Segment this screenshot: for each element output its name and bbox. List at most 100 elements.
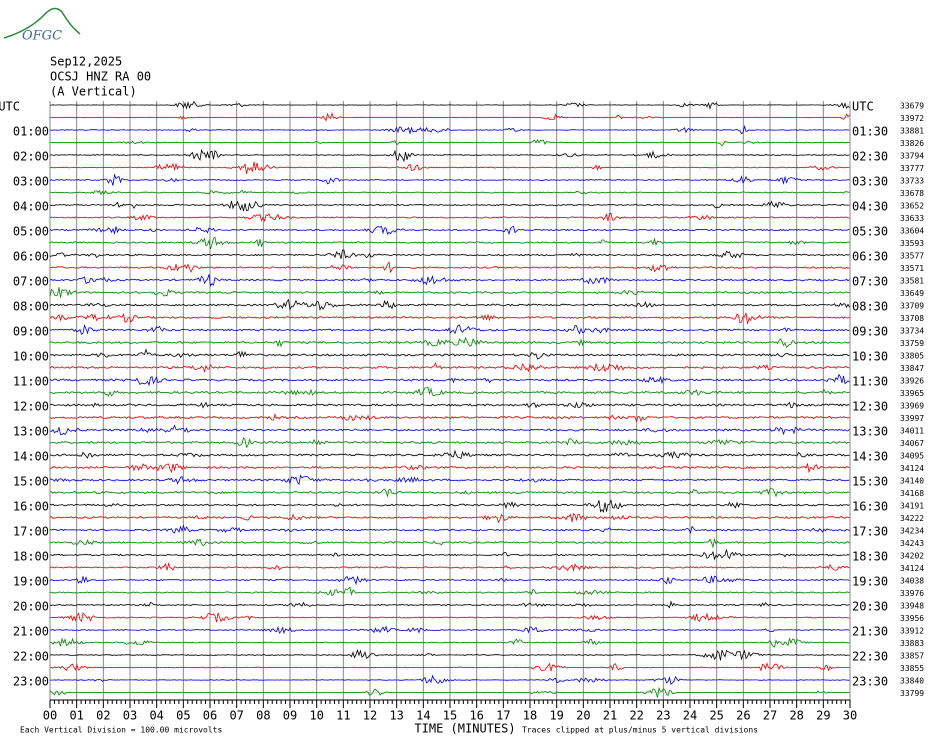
trace bbox=[49, 124, 850, 135]
left-time-label: 23:00 bbox=[13, 675, 49, 689]
trace-value: 34234 bbox=[900, 527, 924, 536]
right-time-label: 10:30 bbox=[852, 350, 888, 364]
trace-value: 33965 bbox=[900, 389, 924, 398]
trace bbox=[49, 586, 850, 597]
trace bbox=[49, 648, 850, 661]
trace bbox=[49, 287, 850, 298]
x-tick-label: 12 bbox=[363, 709, 377, 723]
left-time-label: 06:00 bbox=[13, 250, 49, 264]
left-time-label: 09:00 bbox=[13, 325, 49, 339]
x-tick-label: 29 bbox=[816, 709, 830, 723]
right-time-label: 15:30 bbox=[852, 475, 888, 489]
right-time-label: 04:30 bbox=[852, 200, 888, 214]
trace bbox=[49, 549, 850, 561]
component: (A Vertical) bbox=[50, 85, 137, 99]
trace-value: 33972 bbox=[900, 114, 924, 123]
right-time-label: 07:30 bbox=[852, 275, 888, 289]
trace-value: 33794 bbox=[900, 152, 924, 161]
left-time-label: 13:00 bbox=[13, 425, 49, 439]
trace bbox=[49, 413, 850, 423]
trace-value: 33881 bbox=[900, 127, 924, 136]
right-time-label: 12:30 bbox=[852, 400, 888, 414]
left-time-label: 07:00 bbox=[13, 275, 49, 289]
trace-value: 33948 bbox=[900, 602, 924, 611]
trace bbox=[50, 200, 850, 212]
x-tick-label: 00 bbox=[43, 709, 57, 723]
right-time-label: 03:30 bbox=[852, 175, 888, 189]
trace bbox=[49, 298, 850, 311]
trace-value: 33577 bbox=[900, 252, 924, 261]
x-tick-label: 30 bbox=[843, 709, 857, 723]
trace bbox=[49, 148, 850, 163]
station: OCSJ HNZ RA 00 bbox=[50, 70, 151, 84]
trace-value: 33969 bbox=[900, 402, 924, 411]
trace bbox=[49, 225, 850, 236]
trace bbox=[49, 537, 850, 549]
x-tick-label: 17 bbox=[496, 709, 510, 723]
left-time-label: 19:00 bbox=[13, 575, 49, 589]
left-time-label: 03:00 bbox=[13, 175, 49, 189]
left-time-label: 10:00 bbox=[13, 350, 49, 364]
x-tick-label: 25 bbox=[709, 709, 723, 723]
trace-value: 33679 bbox=[900, 102, 924, 111]
right-time-label: 16:30 bbox=[852, 500, 888, 514]
left-time-label: 16:00 bbox=[13, 500, 49, 514]
trace bbox=[50, 100, 850, 110]
x-tick-label: 13 bbox=[389, 709, 403, 723]
x-tick-label: 24 bbox=[683, 709, 697, 723]
right-time-label: 13:30 bbox=[852, 425, 888, 439]
trace bbox=[49, 189, 850, 196]
clip-note: Traces clipped at plus/minus 5 vertical … bbox=[522, 726, 758, 735]
x-tick-label: 26 bbox=[736, 709, 750, 723]
x-tick-label: 21 bbox=[603, 709, 617, 723]
trace bbox=[49, 625, 850, 635]
trace bbox=[49, 637, 850, 648]
trace-value: 33777 bbox=[900, 164, 924, 173]
x-tick-label: 05 bbox=[176, 709, 190, 723]
trace bbox=[49, 336, 850, 348]
x-tick-label: 11 bbox=[336, 709, 350, 723]
trace bbox=[49, 488, 850, 498]
trace bbox=[49, 424, 850, 436]
trace bbox=[49, 686, 850, 698]
x-tick-label: 10 bbox=[309, 709, 323, 723]
trace-value: 33976 bbox=[900, 589, 924, 598]
trace bbox=[49, 612, 850, 623]
trace-value: 33734 bbox=[900, 327, 924, 336]
trace bbox=[50, 261, 850, 274]
trace-value: 33857 bbox=[900, 652, 924, 661]
trace-value: 33826 bbox=[900, 139, 924, 148]
left-time-label: 21:00 bbox=[13, 625, 49, 639]
right-time-label: 01:30 bbox=[852, 125, 888, 139]
trace bbox=[49, 362, 850, 373]
trace-value: 33633 bbox=[900, 214, 924, 223]
axis-title: TIME (MINUTES) bbox=[414, 722, 515, 736]
trace-value: 33883 bbox=[900, 639, 924, 648]
trace-value: 33855 bbox=[900, 664, 924, 673]
trace-value: 33678 bbox=[900, 189, 924, 198]
right-time-label: 21:30 bbox=[852, 625, 888, 639]
trace-value: 33799 bbox=[900, 689, 924, 698]
trace bbox=[50, 474, 850, 486]
right-time-label: 09:30 bbox=[852, 325, 888, 339]
x-tick-label: 22 bbox=[629, 709, 643, 723]
x-tick-label: 09 bbox=[283, 709, 297, 723]
x-tick-label: 16 bbox=[469, 709, 483, 723]
left-time-label: 17:00 bbox=[13, 525, 49, 539]
trace-value: 34140 bbox=[900, 477, 924, 486]
trace bbox=[50, 674, 850, 686]
trace-value: 33759 bbox=[900, 339, 924, 348]
x-tick-label: 02 bbox=[96, 709, 110, 723]
left-time-label: 08:00 bbox=[13, 300, 49, 314]
x-tick-label: 28 bbox=[789, 709, 803, 723]
x-tick-label: 27 bbox=[763, 709, 777, 723]
trace-value: 34222 bbox=[900, 514, 924, 523]
trace-value: 33997 bbox=[900, 414, 924, 423]
trace-value: 33708 bbox=[900, 314, 924, 323]
x-tick-label: 04 bbox=[149, 709, 163, 723]
trace-value: 33652 bbox=[900, 202, 924, 211]
trace bbox=[49, 236, 850, 250]
trace-value: 34168 bbox=[900, 489, 924, 498]
right-time-label: 05:30 bbox=[852, 225, 888, 239]
